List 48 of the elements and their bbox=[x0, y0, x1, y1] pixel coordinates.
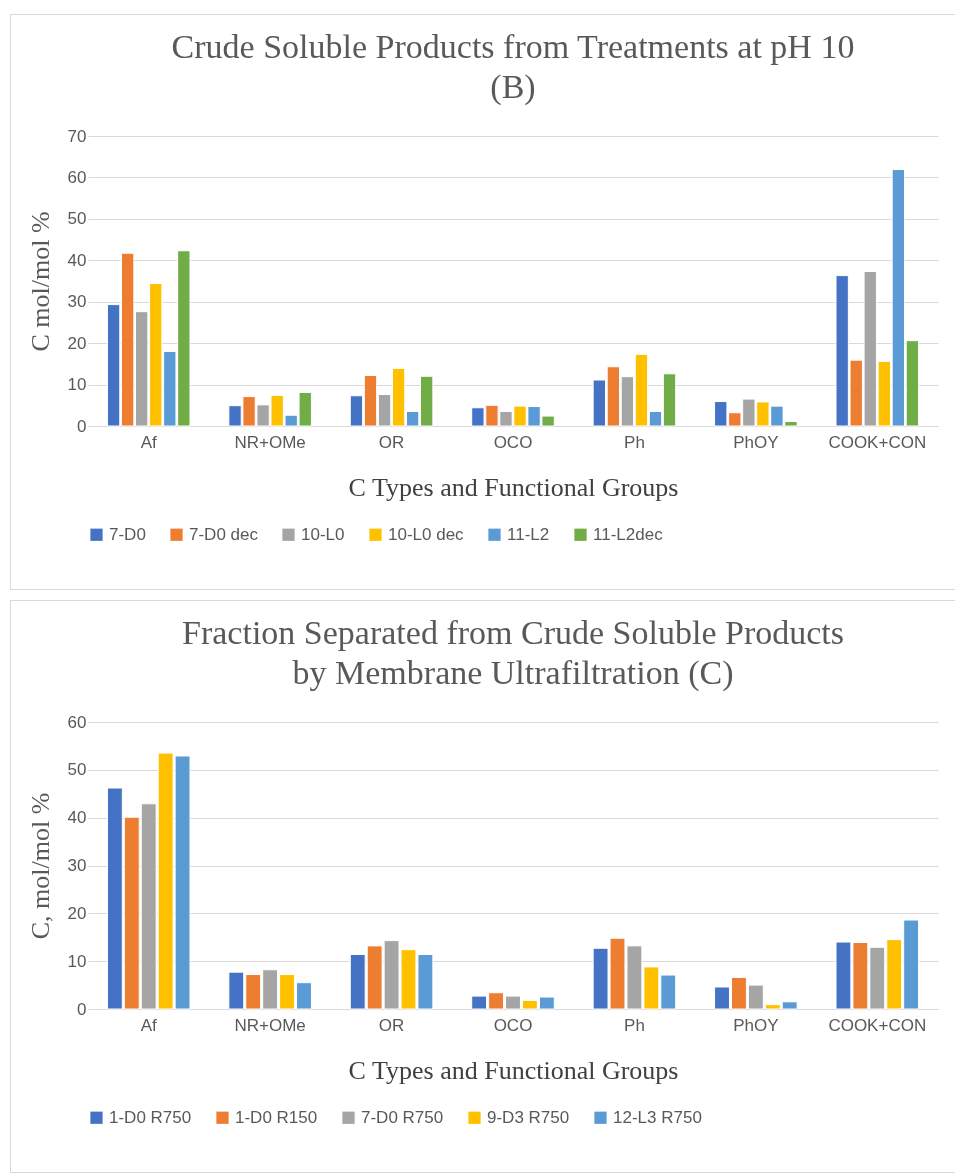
legend-label: 1-D0 R750 bbox=[109, 1107, 192, 1127]
y-tick-label: 0 bbox=[77, 999, 87, 1019]
y-tick-label: 30 bbox=[67, 856, 87, 875]
x-tick-label: COOK+CON bbox=[828, 1015, 927, 1035]
x-tick-label: NR+OMe bbox=[234, 432, 306, 452]
y-tick-label: 50 bbox=[67, 209, 87, 229]
legend-label: 7-D0 bbox=[109, 524, 146, 544]
x-tick-label: NR+OMe bbox=[234, 1015, 306, 1035]
x-tick-label: OCO bbox=[493, 432, 533, 452]
text: Fraction Separated from Crude Soluble Products bbox=[182, 614, 844, 651]
y-tick-label: 40 bbox=[67, 250, 87, 270]
x-tick-label: COOK+CON bbox=[828, 432, 927, 452]
legend-label: 7-D0 R750 bbox=[361, 1107, 444, 1127]
y-tick-label: 30 bbox=[67, 292, 87, 312]
y-tick-label: 60 bbox=[67, 712, 87, 732]
text: (B) bbox=[490, 68, 536, 105]
y-tick-label: 40 bbox=[67, 808, 87, 828]
y-tick-label: 60 bbox=[67, 167, 87, 187]
legend-label: 9-D3 R750 bbox=[487, 1107, 570, 1127]
legend-label: 7-D0 dec bbox=[189, 524, 259, 544]
x-tick-label: PhOY bbox=[733, 432, 779, 452]
legend-label: 11-L2 bbox=[507, 524, 550, 544]
y-tick-label: 50 bbox=[67, 760, 87, 780]
y-tick-label: 10 bbox=[67, 951, 87, 971]
x-tick-label: OR bbox=[378, 1015, 405, 1035]
legend-label: 11-L2dec bbox=[593, 524, 664, 544]
text: Crude Soluble Products from Treatments at pH 10 bbox=[171, 28, 855, 65]
x-axis-title: C Types and Functional Groups bbox=[348, 1055, 679, 1085]
y-tick-label: 0 bbox=[77, 416, 87, 436]
y-tick-label: 10 bbox=[67, 375, 87, 395]
legend-label: 1-D0 R150 bbox=[235, 1107, 318, 1127]
x-tick-label: OCO bbox=[493, 1015, 533, 1035]
y-tick-label: 20 bbox=[67, 903, 87, 923]
y-tick-label: 20 bbox=[67, 333, 87, 353]
x-tick-label: PhOY bbox=[733, 1015, 779, 1035]
x-tick-label: Af bbox=[140, 1015, 158, 1035]
legend-label: 10-L0 bbox=[301, 524, 345, 544]
x-tick-label: Ph bbox=[624, 1015, 645, 1035]
x-tick-label: Ph bbox=[624, 432, 645, 452]
y-axis-title: C mol/mol % bbox=[25, 211, 55, 352]
x-tick-label: OR bbox=[378, 432, 405, 452]
y-tick-label: 70 bbox=[67, 126, 87, 146]
legend-label: 10-L0 dec bbox=[388, 524, 465, 544]
x-axis-title: C Types and Functional Groups bbox=[348, 472, 679, 502]
text: by Membrane Ultrafiltration (C) bbox=[292, 654, 734, 691]
y-axis-title: C, mol/mol % bbox=[25, 792, 55, 940]
legend-label: 12-L3 R750 bbox=[613, 1107, 702, 1127]
x-tick-label: Af bbox=[140, 432, 158, 452]
